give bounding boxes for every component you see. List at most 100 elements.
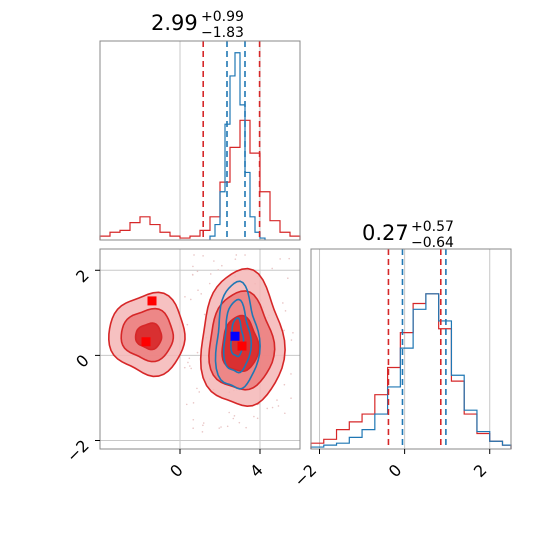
joint-sample-dot: [192, 427, 194, 430]
joint-sample-dot: [220, 426, 222, 428]
joint-sample-dot: [209, 273, 212, 275]
joint-sample-dot: [185, 403, 188, 406]
joint-sample-dot: [202, 424, 204, 427]
marginal-2-histogram-blue: [310, 293, 512, 449]
joint-sample-dot: [184, 296, 186, 298]
joint-sample-dot: [271, 267, 273, 270]
joint-y-tick-label: 2: [72, 266, 93, 287]
joint-marker-red: [141, 337, 151, 347]
joint-sample-dot: [192, 402, 195, 404]
marginal-2-title-minus: −0.64: [411, 235, 454, 251]
joint-sample-dot: [196, 387, 198, 390]
marginal-1-quantile-lines: [202, 41, 261, 240]
joint-sample-dot: [183, 366, 186, 369]
joint-sample-dot: [201, 431, 204, 433]
joint-sample-dot: [188, 365, 191, 367]
joint-sample-dot: [228, 411, 230, 414]
joint-x-tick-label: 0: [166, 460, 187, 481]
joint-sample-dot: [284, 310, 287, 312]
joint-sample-dot: [271, 406, 274, 409]
joint-sample-dot: [253, 415, 255, 418]
marginal-1-frame: [99, 40, 301, 241]
joint-sample-dot: [188, 357, 191, 360]
joint-sample-dot: [202, 255, 204, 257]
marginal-2-title-median: 0.27: [362, 221, 409, 245]
joint-sample-dot: [193, 254, 195, 256]
joint-y-tick-label: 0: [72, 351, 93, 372]
joint-sample-dot: [226, 425, 229, 428]
joint-sample-dot: [277, 405, 280, 407]
joint-sample-dot: [235, 254, 238, 256]
joint-sample-dot: [202, 422, 205, 424]
marginal-1-title-plus: +0.99: [201, 9, 244, 25]
joint-marker-blue: [230, 331, 240, 341]
joint-y-ticks: −2 0 2: [63, 266, 100, 466]
joint-sample-dot: [221, 264, 223, 267]
joint-y-tick-label: −2: [63, 436, 93, 466]
marginal-1-background: [100, 41, 300, 240]
joint-sample-dot: [245, 426, 247, 429]
joint-sample-dot: [292, 331, 294, 334]
joint-sample-dot: [213, 260, 215, 262]
marginal-1-histogram-blue: [209, 52, 266, 240]
joint-sample-dot: [190, 367, 192, 370]
joint-sample-dot: [282, 302, 284, 304]
joint-sample-dot: [203, 313, 206, 316]
joint-sample-dot: [217, 268, 220, 271]
joint-x-tick-label: 4: [246, 460, 267, 481]
joint-markers: [141, 296, 247, 351]
marginal-2-frame: [310, 248, 512, 450]
joint-sample-dot: [233, 415, 236, 417]
joint-sample-dot: [192, 265, 194, 268]
joint-sample-dot: [208, 282, 211, 285]
joint-sample-dot: [218, 427, 221, 429]
joint-sample-dot: [290, 373, 292, 375]
joint-blue-contour: [214, 280, 261, 390]
marginal-2-quantile-lines: [387, 249, 447, 449]
marginal-2-x-tick-label: 2: [470, 460, 491, 481]
marginal-panel-param-2: −2 0 2 0.27 +0.57 −0.64: [290, 219, 512, 491]
joint-sample-dot: [196, 270, 199, 273]
joint-sample-dot: [197, 289, 199, 292]
joint-sample-dot: [198, 391, 201, 393]
marginal-1-histogram-red: [99, 119, 301, 240]
joint-sample-dot: [283, 329, 285, 332]
joint-sample-dot: [187, 361, 189, 364]
marginal-2-title-plus: +0.57: [411, 219, 454, 235]
joint-sample-dot: [232, 417, 235, 420]
marginal-2-grid: [319, 249, 491, 449]
joint-sample-dot: [283, 383, 286, 386]
marginal-2-x-tick-label: −2: [290, 460, 320, 490]
marginal-1-title-minus: −1.83: [201, 25, 244, 41]
joint-sample-dot: [196, 351, 199, 354]
joint-sample-dot: [290, 397, 292, 399]
joint-sample-dot: [276, 399, 278, 401]
joint-sample-dot: [290, 339, 293, 341]
marginal-panel-param-1: 2.99 +0.99 −1.83: [99, 9, 301, 241]
marginal-2-histograms: [310, 293, 512, 449]
joint-sample-dot: [191, 273, 194, 276]
joint-sample-dot: [234, 258, 237, 260]
joint-marker-red: [237, 341, 247, 351]
joint-sample-dot: [192, 418, 195, 421]
marginal-2-background: [311, 249, 511, 449]
joint-sample-dot: [284, 412, 286, 415]
marginal-2-x-tick-label: 0: [385, 460, 406, 481]
joint-sample-dot: [288, 257, 290, 260]
joint-sample-dot: [256, 417, 259, 420]
joint-sample-dot: [279, 258, 281, 260]
joint-sample-dot: [186, 323, 189, 326]
marginal-2-x-ticks: −2 0 2: [290, 449, 491, 491]
joint-sample-dot: [200, 293, 203, 295]
joint-sample-dot: [244, 254, 246, 256]
marginal-1-histograms: [99, 52, 301, 240]
joint-marker-red: [147, 296, 157, 306]
joint-frame: [99, 248, 301, 450]
joint-sample-dot: [266, 407, 269, 410]
joint-blue-contour: [222, 298, 253, 374]
joint-sample-dot: [189, 298, 192, 301]
joint-sample-dot: [287, 277, 289, 280]
